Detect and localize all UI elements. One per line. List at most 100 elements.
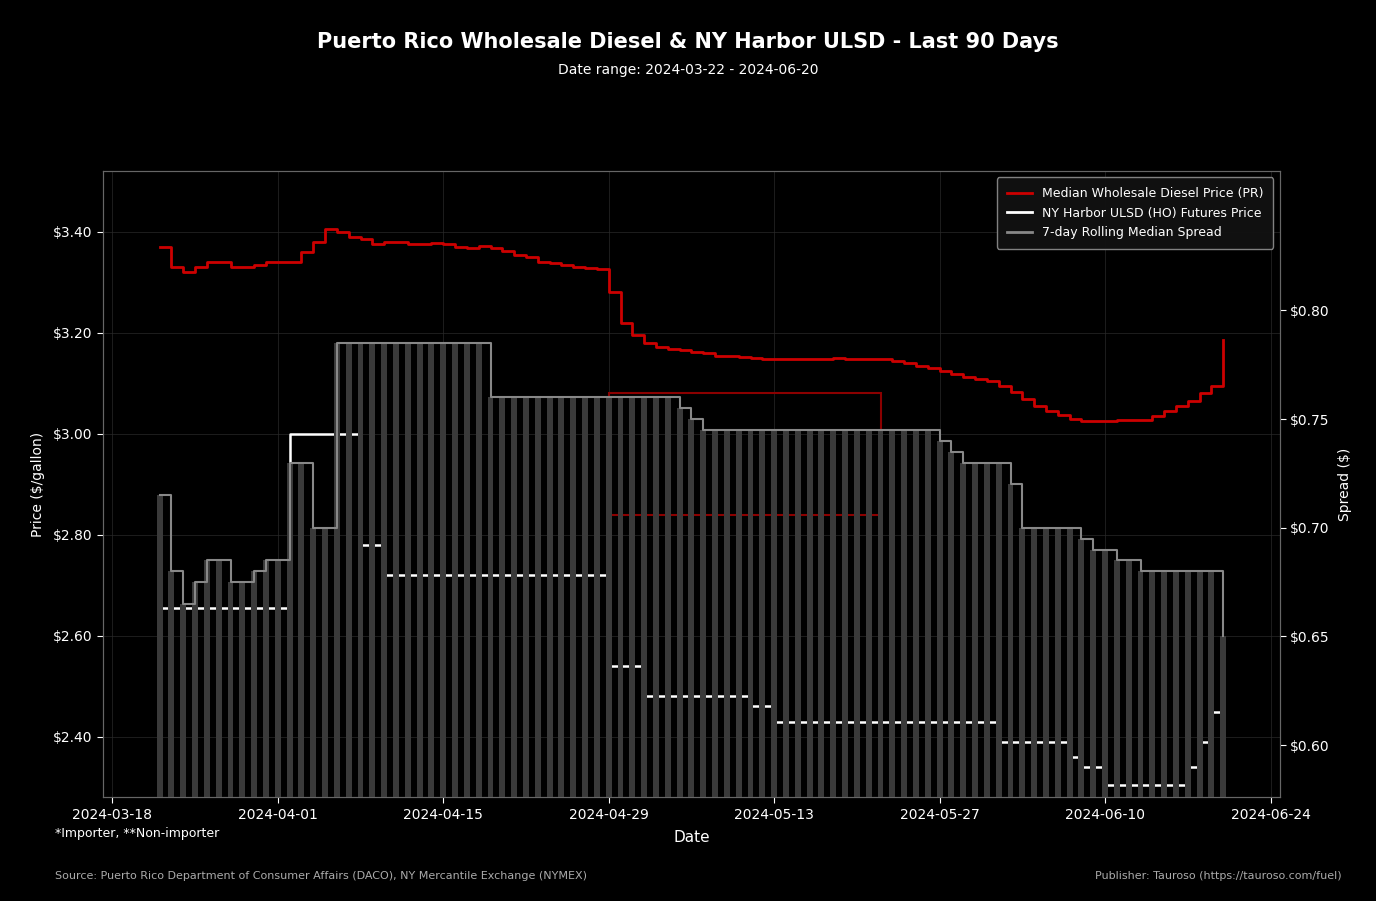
Bar xyxy=(747,430,754,901)
Bar xyxy=(677,408,682,901)
Bar xyxy=(925,430,930,901)
Bar xyxy=(996,462,1002,901)
Bar xyxy=(806,430,813,901)
Bar xyxy=(878,430,883,901)
Bar xyxy=(608,394,881,514)
Bar xyxy=(960,462,966,901)
Bar xyxy=(322,528,327,901)
Bar xyxy=(688,419,695,901)
Bar xyxy=(629,397,636,901)
Bar xyxy=(901,430,907,901)
Bar xyxy=(1043,528,1049,901)
Bar xyxy=(1055,528,1061,901)
Bar xyxy=(783,430,788,901)
Bar xyxy=(1020,528,1025,901)
Bar xyxy=(1149,571,1156,901)
Bar xyxy=(570,397,577,901)
Bar xyxy=(1007,485,1014,901)
Bar xyxy=(760,430,765,901)
Text: Puerto Rico Wholesale Diesel & NY Harbor ULSD - Last 90 Days: Puerto Rico Wholesale Diesel & NY Harbor… xyxy=(318,32,1058,51)
Bar xyxy=(252,571,257,901)
Bar xyxy=(582,397,588,901)
Bar xyxy=(842,430,848,901)
Bar xyxy=(299,462,304,901)
Bar xyxy=(866,430,871,901)
Legend: Median Wholesale Diesel Price (PR), NY Harbor ULSD (HO) Futures Price, 7-day Rol: Median Wholesale Diesel Price (PR), NY H… xyxy=(998,177,1273,249)
Bar xyxy=(204,560,211,901)
Bar xyxy=(405,343,411,901)
Bar xyxy=(1172,571,1179,901)
Bar xyxy=(724,430,729,901)
Bar xyxy=(1031,528,1038,901)
Bar xyxy=(1208,571,1215,901)
Bar xyxy=(417,343,422,901)
Bar xyxy=(394,343,399,901)
Y-axis label: Spread ($): Spread ($) xyxy=(1337,448,1353,521)
Bar xyxy=(546,397,553,901)
Bar xyxy=(1090,550,1097,901)
Bar xyxy=(795,430,801,901)
Bar xyxy=(311,528,316,901)
Bar xyxy=(453,343,458,901)
Bar xyxy=(971,462,978,901)
Bar xyxy=(1115,560,1120,901)
Bar xyxy=(227,582,234,901)
Bar xyxy=(512,397,517,901)
X-axis label: Date: Date xyxy=(673,830,710,845)
Bar xyxy=(381,343,387,901)
Text: Publisher: Tauroso (https://tauroso.com/fuel): Publisher: Tauroso (https://tauroso.com/… xyxy=(1095,870,1342,881)
Bar xyxy=(275,560,281,901)
Bar xyxy=(1197,571,1203,901)
Bar xyxy=(1221,636,1226,901)
Bar xyxy=(168,571,175,901)
Bar xyxy=(180,604,186,901)
Bar xyxy=(984,462,989,901)
Bar xyxy=(889,430,896,901)
Text: Source: Puerto Rico Department of Consumer Affairs (DACO), NY Mercantile Exchang: Source: Puerto Rico Department of Consum… xyxy=(55,870,588,881)
Text: *Importer, **Non-importer: *Importer, **Non-importer xyxy=(55,827,219,840)
Bar xyxy=(358,343,363,901)
Bar xyxy=(641,397,647,901)
Bar xyxy=(700,430,706,901)
Bar xyxy=(440,343,446,901)
Bar xyxy=(523,397,528,901)
Bar xyxy=(239,582,245,901)
Bar xyxy=(713,430,718,901)
Bar xyxy=(819,430,824,901)
Bar xyxy=(476,343,482,901)
Bar xyxy=(736,430,742,901)
Bar xyxy=(157,496,162,901)
Bar xyxy=(369,343,376,901)
Bar xyxy=(937,441,943,901)
Bar xyxy=(1138,571,1143,901)
Bar xyxy=(216,560,222,901)
Bar xyxy=(499,397,505,901)
Bar xyxy=(334,343,340,901)
Bar xyxy=(487,397,494,901)
Bar xyxy=(1066,528,1072,901)
Bar xyxy=(535,397,541,901)
Bar xyxy=(1126,560,1131,901)
Bar xyxy=(1079,539,1084,901)
Bar xyxy=(618,397,623,901)
Bar xyxy=(428,343,435,901)
Bar xyxy=(286,462,293,901)
Bar xyxy=(193,582,198,901)
Bar xyxy=(1185,571,1190,901)
Bar xyxy=(559,397,564,901)
Bar xyxy=(771,430,777,901)
Bar xyxy=(854,430,860,901)
Bar xyxy=(830,430,837,901)
Bar xyxy=(345,343,352,901)
Text: Date range: 2024-03-22 - 2024-06-20: Date range: 2024-03-22 - 2024-06-20 xyxy=(557,63,819,77)
Bar xyxy=(605,397,612,901)
Bar xyxy=(1102,550,1108,901)
Bar xyxy=(654,397,659,901)
Y-axis label: Price ($/gallon): Price ($/gallon) xyxy=(30,432,45,537)
Bar xyxy=(263,560,268,901)
Bar xyxy=(948,451,955,901)
Bar xyxy=(594,397,600,901)
Bar xyxy=(1161,571,1167,901)
Bar xyxy=(665,397,670,901)
Bar xyxy=(914,430,919,901)
